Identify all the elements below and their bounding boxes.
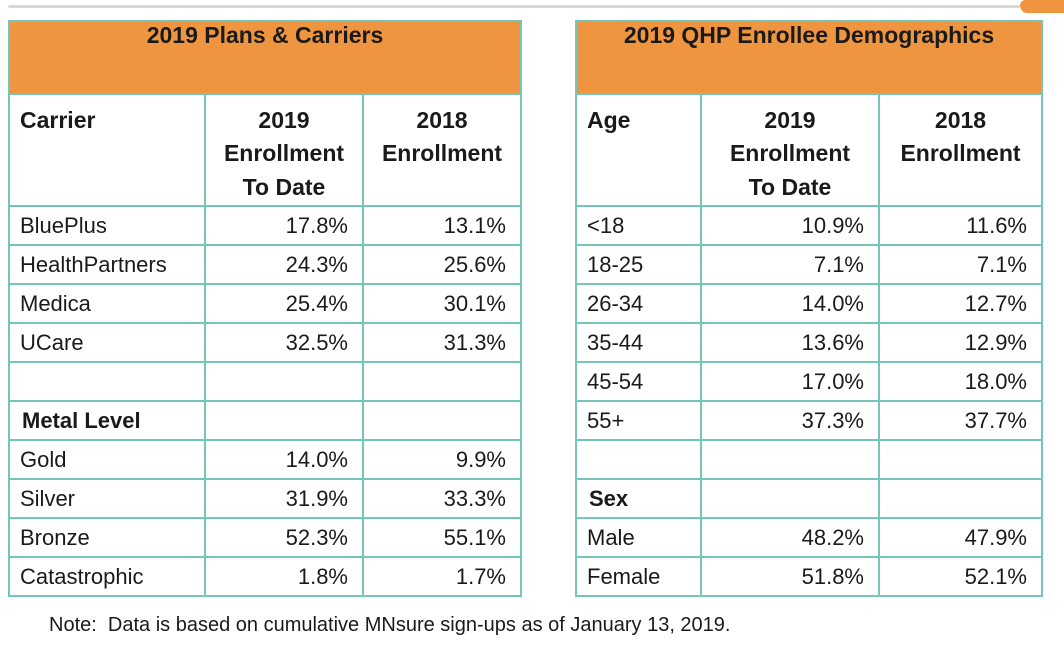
table-title: 2019 Plans & Carriers: [8, 20, 522, 95]
value-2019: 24.3%: [204, 244, 364, 285]
value-2019: 32.5%: [204, 322, 364, 363]
value-2019: 14.0%: [204, 439, 364, 480]
value-2019: 52.3%: [204, 517, 364, 558]
table-row: Catastrophic 1.8% 1.7%: [8, 556, 522, 597]
column-header-row: Carrier 2019 Enrollment To Date 2018 Enr…: [8, 93, 522, 207]
value-2019: 14.0%: [700, 283, 880, 324]
value-2018: [878, 439, 1043, 480]
row-label: Medica: [8, 283, 206, 324]
value-2019: 13.6%: [700, 322, 880, 363]
column-header-2018-enrollment: 2018 Enrollment: [878, 93, 1043, 207]
orange-corner-tab: [1020, 0, 1064, 13]
value-2018: 12.9%: [878, 322, 1043, 363]
table-row: BluePlus 17.8% 13.1%: [8, 205, 522, 246]
table-title-row: 2019 Plans & Carriers: [8, 20, 522, 95]
value-2019: [700, 439, 880, 480]
value-2019: 25.4%: [204, 283, 364, 324]
value-2019: 17.0%: [700, 361, 880, 402]
value-2018: 25.6%: [362, 244, 522, 285]
top-divider-rule: [8, 5, 1020, 8]
value-2018: 13.1%: [362, 205, 522, 246]
value-2018: 47.9%: [878, 517, 1043, 558]
value-2018: 31.3%: [362, 322, 522, 363]
table-row: 35-44 13.6% 12.9%: [575, 322, 1043, 363]
table-row: 26-34 14.0% 12.7%: [575, 283, 1043, 324]
row-label: BluePlus: [8, 205, 206, 246]
value-2018: 30.1%: [362, 283, 522, 324]
table-row: Gold 14.0% 9.9%: [8, 439, 522, 480]
table-row: Bronze 52.3% 55.1%: [8, 517, 522, 558]
table-row: Metal Level: [8, 400, 522, 441]
table-row: UCare 32.5% 31.3%: [8, 322, 522, 363]
row-label: Gold: [8, 439, 206, 480]
value-2018: 33.3%: [362, 478, 522, 519]
table-row: Medica 25.4% 30.1%: [8, 283, 522, 324]
value-2018: 1.7%: [362, 556, 522, 597]
value-2019: 7.1%: [700, 244, 880, 285]
value-2018: [362, 400, 522, 441]
plans-carriers-table: 2019 Plans & Carriers Carrier 2019 Enrol…: [8, 20, 522, 597]
row-label: 35-44: [575, 322, 702, 363]
value-2019: 10.9%: [700, 205, 880, 246]
value-2018: 37.7%: [878, 400, 1043, 441]
qhp-demographics-table: 2019 QHP Enrollee Demographics Age 2019 …: [575, 20, 1043, 597]
value-2018: 7.1%: [878, 244, 1043, 285]
column-header-carrier: Carrier: [8, 93, 206, 207]
row-label: Bronze: [8, 517, 206, 558]
table-row: 55+ 37.3% 37.7%: [575, 400, 1043, 441]
row-label: [575, 439, 702, 480]
row-label: UCare: [8, 322, 206, 363]
row-label: Catastrophic: [8, 556, 206, 597]
column-header-2018-enrollment: 2018 Enrollment: [362, 93, 522, 207]
table-title: 2019 QHP Enrollee Demographics: [575, 20, 1043, 95]
column-header-2019-enrollment: 2019 Enrollment To Date: [700, 93, 880, 207]
row-label: HealthPartners: [8, 244, 206, 285]
value-2019: 37.3%: [700, 400, 880, 441]
value-2019: [204, 361, 364, 402]
value-2018: 18.0%: [878, 361, 1043, 402]
table-row: Female 51.8% 52.1%: [575, 556, 1043, 597]
value-2019: 31.9%: [204, 478, 364, 519]
table-row: Silver 31.9% 33.3%: [8, 478, 522, 519]
column-header-2019-enrollment: 2019 Enrollment To Date: [204, 93, 364, 207]
table-row: <18 10.9% 11.6%: [575, 205, 1043, 246]
row-label: 55+: [575, 400, 702, 441]
value-2019: 17.8%: [204, 205, 364, 246]
row-label: 45-54: [575, 361, 702, 402]
value-2019: 1.8%: [204, 556, 364, 597]
value-2018: 52.1%: [878, 556, 1043, 597]
table-row: Sex: [575, 478, 1043, 519]
value-2019: 51.8%: [700, 556, 880, 597]
row-label: [8, 361, 206, 402]
row-label: 18-25: [575, 244, 702, 285]
row-label: Metal Level: [8, 400, 206, 441]
value-2019: 48.2%: [700, 517, 880, 558]
value-2019: [700, 478, 880, 519]
column-header-row: Age 2019 Enrollment To Date 2018 Enrollm…: [575, 93, 1043, 207]
row-label: 26-34: [575, 283, 702, 324]
row-label: Male: [575, 517, 702, 558]
value-2018: 12.7%: [878, 283, 1043, 324]
value-2018: [362, 361, 522, 402]
table-row: Male 48.2% 47.9%: [575, 517, 1043, 558]
row-label: Female: [575, 556, 702, 597]
value-2018: 9.9%: [362, 439, 522, 480]
row-label: Silver: [8, 478, 206, 519]
value-2018: 55.1%: [362, 517, 522, 558]
table-row: HealthPartners 24.3% 25.6%: [8, 244, 522, 285]
value-2018: 11.6%: [878, 205, 1043, 246]
table-title-row: 2019 QHP Enrollee Demographics: [575, 20, 1043, 95]
footnote: Note: Data is based on cumulative MNsure…: [49, 614, 731, 636]
table-row: [8, 361, 522, 402]
column-header-age: Age: [575, 93, 702, 207]
table-row: 18-25 7.1% 7.1%: [575, 244, 1043, 285]
row-label: Sex: [575, 478, 702, 519]
value-2018: [878, 478, 1043, 519]
table-row: 45-54 17.0% 18.0%: [575, 361, 1043, 402]
table-row: [575, 439, 1043, 480]
row-label: <18: [575, 205, 702, 246]
value-2019: [204, 400, 364, 441]
